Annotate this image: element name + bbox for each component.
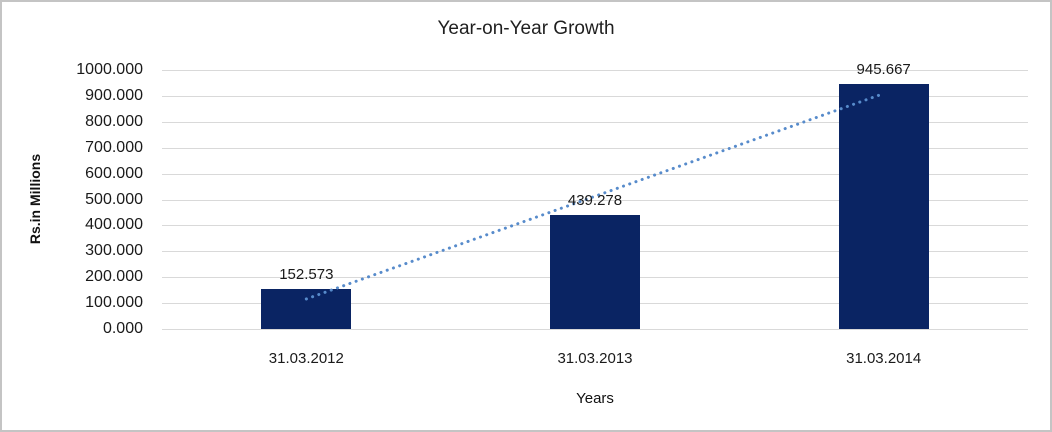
y-tick-label: 0.000 bbox=[102, 320, 143, 337]
bar-data-label: 439.278 bbox=[567, 192, 623, 210]
gridline bbox=[162, 329, 1028, 330]
chart-title: Year-on-Year Growth bbox=[437, 18, 615, 39]
x-axis-title: Years bbox=[576, 390, 614, 407]
x-category-label: 31.03.2013 bbox=[557, 350, 633, 367]
y-tick-label: 700.000 bbox=[85, 138, 143, 156]
bar bbox=[261, 289, 352, 329]
y-tick-label: 400.000 bbox=[85, 216, 143, 234]
bar-data-label: 945.667 bbox=[856, 61, 911, 79]
bar bbox=[838, 84, 929, 329]
y-tick-label: 200.000 bbox=[85, 268, 143, 286]
bar-data-label: 152.573 bbox=[279, 266, 334, 284]
gridline bbox=[162, 95, 1028, 97]
x-category-label: 31.03.2012 bbox=[268, 350, 344, 367]
y-tick-label: 500.000 bbox=[85, 190, 143, 208]
y-tick-label: 1000.000 bbox=[76, 61, 143, 78]
gridline bbox=[162, 199, 1028, 201]
y-tick-label: 100.000 bbox=[85, 294, 143, 312]
y-tick-label: 800.000 bbox=[85, 112, 143, 130]
y-tick-label: 300.000 bbox=[85, 242, 143, 260]
gridline bbox=[162, 70, 1028, 71]
x-category-label: 31.03.2014 bbox=[846, 350, 922, 367]
gridline bbox=[162, 147, 1028, 149]
gridline bbox=[162, 121, 1028, 123]
plot-area bbox=[162, 70, 1028, 330]
y-tick-label: 600.000 bbox=[85, 164, 143, 182]
y-tick-label: 900.000 bbox=[85, 86, 143, 104]
bar bbox=[550, 215, 640, 329]
gridline bbox=[162, 173, 1028, 175]
